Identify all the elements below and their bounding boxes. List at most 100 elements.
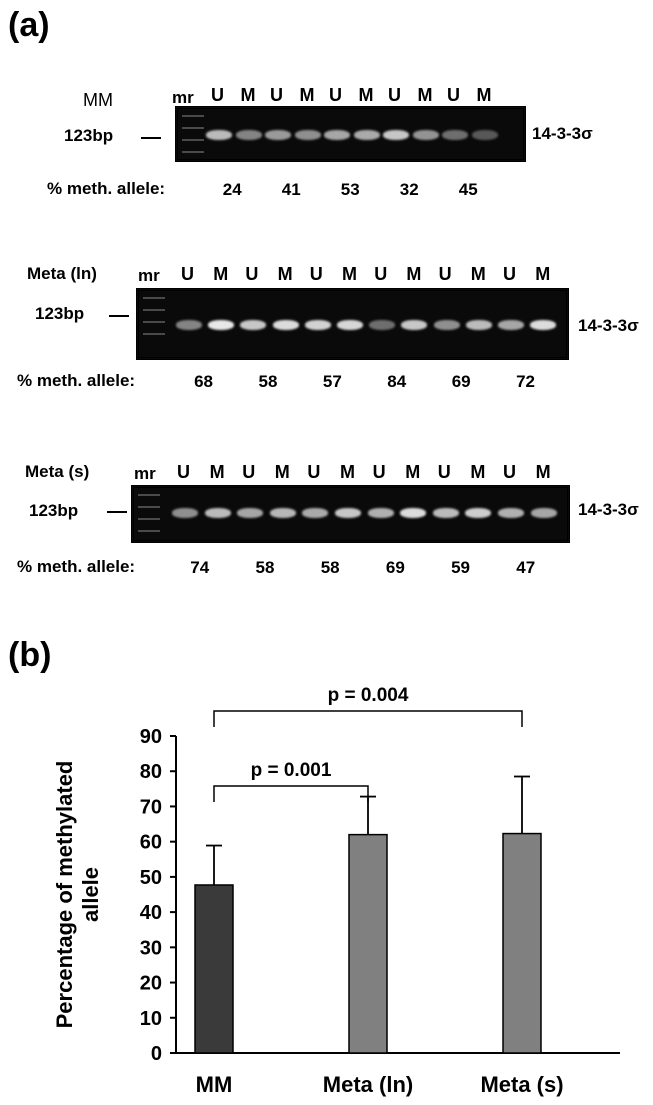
size-label: 123bp (64, 126, 114, 145)
significance-bracket (213, 785, 369, 802)
lane-label: U (309, 264, 323, 284)
gel-band (206, 130, 232, 140)
bar (348, 833, 388, 1054)
marker-ladder-band (182, 127, 204, 129)
gel-band (412, 130, 439, 140)
panel-a-label: (a) (8, 6, 50, 44)
lane-label: U (242, 462, 256, 482)
gel-band (237, 508, 264, 518)
marker-ladder-band (138, 518, 160, 520)
gel-band (432, 508, 459, 518)
gel-band (401, 320, 428, 330)
lane-label: M (340, 462, 355, 482)
meth-percentage: 74 (190, 558, 210, 577)
gel-band (383, 130, 409, 140)
marker-ladder-band (182, 115, 204, 117)
meth-percentage: 47 (516, 558, 536, 577)
gene-label: 14-3-3σ (578, 500, 639, 519)
marker-ladder-band (138, 506, 160, 508)
y-tick-label: 80 (140, 761, 162, 783)
lane-label: M (405, 462, 421, 482)
y-tick-label: 30 (140, 937, 162, 959)
category-label: Meta (ln) (323, 1072, 413, 1097)
lane-label: M (342, 264, 357, 284)
size-label: 123bp (29, 501, 79, 520)
gel-band (400, 508, 427, 518)
lane-label: M (299, 85, 315, 105)
gel-band (337, 320, 363, 330)
gel-group-label: Meta (s) (25, 462, 90, 481)
meth-percentage: 24 (222, 180, 242, 199)
meth-percentage: 68 (194, 372, 214, 391)
lane-label: U (270, 85, 283, 105)
gel-band (172, 508, 198, 518)
gel-band (235, 130, 262, 140)
lane-label: M (417, 85, 433, 105)
size-label: 123bp (35, 304, 85, 323)
marker-ladder-band (182, 139, 204, 141)
lane-label: M (535, 462, 551, 482)
meth-percentage: 69 (451, 372, 471, 391)
y-tick-label: 60 (140, 832, 162, 854)
lane-label: U (388, 85, 401, 105)
lane-label: M (358, 85, 374, 105)
lane-label: U (374, 264, 388, 284)
lane-label: U (211, 85, 224, 105)
marker-ladder-band (143, 321, 165, 323)
gel-band (208, 320, 235, 330)
lane-label: M (274, 462, 290, 482)
gel-band (324, 130, 350, 140)
gel-band (367, 508, 394, 518)
lane-label: M (209, 462, 225, 482)
lane-label: U (177, 462, 190, 482)
gel-band (269, 508, 296, 518)
marker-lane-label: mr (172, 88, 194, 107)
gene-label: 14-3-3σ (578, 316, 639, 335)
lane-label: U (329, 85, 342, 105)
gel-band (498, 320, 524, 330)
meth-percentage: 58 (320, 558, 340, 577)
meth-percentage: 69 (385, 558, 405, 577)
meth-percentage: 59 (451, 558, 471, 577)
gene-label: 14-3-3σ (532, 124, 593, 143)
gel-band (442, 130, 468, 140)
lane-label: U (447, 85, 460, 105)
lane-label: U (503, 264, 516, 284)
lane-label: U (438, 264, 452, 284)
gel-band (176, 320, 202, 330)
meth-percentage: 45 (458, 180, 478, 199)
gel-band (302, 508, 329, 518)
marker-ladder-band (143, 297, 165, 299)
gel-band (353, 130, 380, 140)
y-tick-label: 20 (140, 973, 162, 995)
lane-label: M (476, 85, 492, 105)
lane-label: U (181, 264, 194, 284)
meth-percentage: 72 (516, 372, 536, 391)
gel-band (204, 508, 231, 518)
lane-label: M (213, 264, 229, 284)
gel-band (294, 130, 321, 140)
gel-band (335, 508, 361, 518)
marker-ladder-band (138, 494, 160, 496)
lane-label: M (406, 264, 422, 284)
gel-group-label: MM (83, 90, 113, 110)
gel-band (530, 508, 557, 518)
meth-percentage: 58 (255, 558, 275, 577)
lane-label: M (277, 264, 293, 284)
lane-label: M (470, 264, 486, 284)
gel-band (433, 320, 460, 330)
category-label: Meta (s) (480, 1072, 563, 1097)
marker-ladder-band (182, 151, 204, 153)
gel-band (530, 320, 557, 330)
p-value-label: p = 0.004 (328, 685, 409, 706)
meth-percentage: 57 (322, 372, 342, 391)
meth-allele-label: % meth. allele: (47, 179, 166, 198)
y-axis-label: Percentage of methylatedallele (52, 761, 103, 1029)
y-tick-label: 0 (151, 1043, 162, 1065)
bar (502, 832, 542, 1054)
meth-percentage: 84 (387, 372, 407, 391)
gel-band (465, 320, 492, 330)
panel-b-label: (b) (8, 636, 52, 674)
lane-label: M (240, 85, 256, 105)
